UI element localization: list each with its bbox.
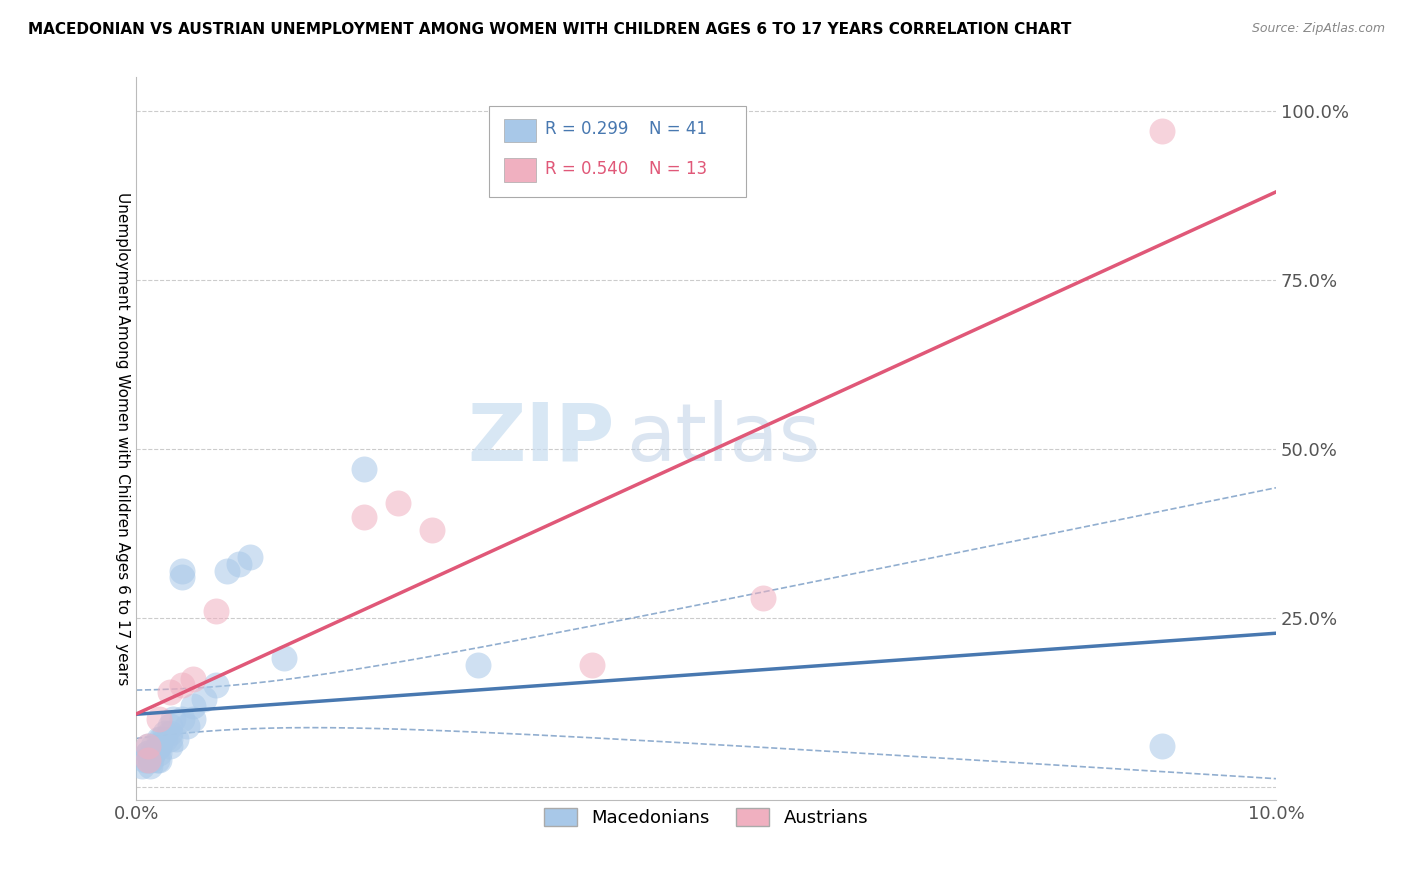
- Point: [162, 712, 184, 726]
- Point: [181, 698, 204, 713]
- Text: MACEDONIAN VS AUSTRIAN UNEMPLOYMENT AMONG WOMEN WITH CHILDREN AGES 6 TO 17 YEARS: MACEDONIAN VS AUSTRIAN UNEMPLOYMENT AMON…: [28, 22, 1071, 37]
- Point: [170, 712, 193, 726]
- Point: [1150, 739, 1173, 754]
- Point: [159, 719, 181, 733]
- Text: N = 41: N = 41: [650, 120, 707, 137]
- Point: [181, 672, 204, 686]
- Point: [239, 549, 262, 564]
- Point: [136, 753, 159, 767]
- Text: N = 13: N = 13: [650, 161, 707, 178]
- Point: [181, 712, 204, 726]
- Point: [1150, 124, 1173, 138]
- Point: [170, 564, 193, 578]
- Text: R = 0.299: R = 0.299: [546, 120, 628, 137]
- Point: [136, 746, 159, 760]
- Point: [752, 591, 775, 605]
- Text: ZIP: ZIP: [468, 400, 614, 478]
- Point: [467, 658, 489, 673]
- Point: [145, 753, 167, 767]
- Point: [136, 746, 159, 760]
- Point: [139, 753, 162, 767]
- Point: [148, 753, 170, 767]
- Point: [205, 678, 228, 692]
- Point: [159, 739, 181, 754]
- Y-axis label: Unemployment Among Women with Children Ages 6 to 17 years: Unemployment Among Women with Children A…: [115, 192, 131, 686]
- Point: [148, 746, 170, 760]
- Point: [581, 658, 603, 673]
- Point: [205, 604, 228, 618]
- Point: [176, 719, 198, 733]
- Point: [153, 732, 176, 747]
- FancyBboxPatch shape: [505, 159, 536, 182]
- Point: [131, 759, 153, 773]
- Point: [142, 746, 165, 760]
- Point: [153, 725, 176, 739]
- Point: [387, 496, 409, 510]
- Point: [150, 732, 173, 747]
- Text: atlas: atlas: [626, 400, 821, 478]
- Point: [422, 523, 444, 537]
- Point: [148, 712, 170, 726]
- Point: [228, 557, 250, 571]
- Point: [273, 651, 295, 665]
- Point: [148, 739, 170, 754]
- Point: [165, 732, 187, 747]
- Point: [353, 509, 375, 524]
- Point: [136, 753, 159, 767]
- Point: [148, 739, 170, 754]
- Point: [159, 732, 181, 747]
- Point: [142, 739, 165, 754]
- Point: [139, 759, 162, 773]
- Point: [148, 732, 170, 747]
- Legend: Macedonians, Austrians: Macedonians, Austrians: [537, 801, 876, 835]
- Point: [136, 739, 159, 754]
- Point: [136, 739, 159, 754]
- FancyBboxPatch shape: [489, 106, 747, 197]
- FancyBboxPatch shape: [505, 119, 536, 143]
- Text: Source: ZipAtlas.com: Source: ZipAtlas.com: [1251, 22, 1385, 36]
- Point: [159, 725, 181, 739]
- Point: [142, 746, 165, 760]
- Point: [134, 753, 156, 767]
- Point: [353, 462, 375, 476]
- Point: [159, 685, 181, 699]
- Point: [193, 692, 215, 706]
- Text: R = 0.540: R = 0.540: [546, 161, 628, 178]
- Point: [217, 564, 239, 578]
- Point: [170, 570, 193, 584]
- Point: [170, 678, 193, 692]
